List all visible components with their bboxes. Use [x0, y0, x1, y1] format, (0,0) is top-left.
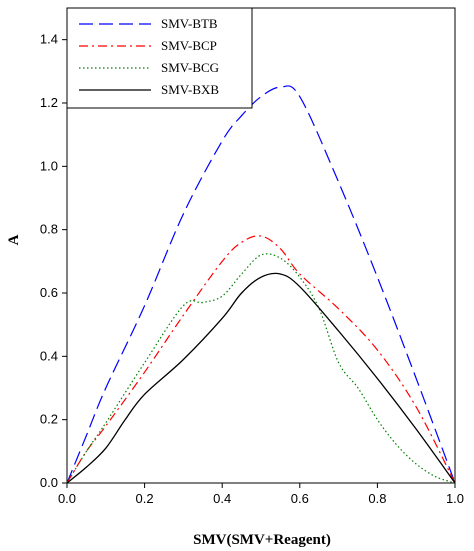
series-line-smv-bcp — [66, 235, 456, 484]
y-tick-label: 0.6 — [40, 285, 58, 300]
plot-area — [66, 7, 456, 484]
legend: SMV-BTB SMV-BCP SMV-BCG SMV-BXB — [66, 7, 253, 109]
y-tick-label: 1.2 — [40, 95, 58, 110]
y-tick-label: 1.4 — [40, 32, 58, 47]
x-tick-label: 1.0 — [446, 491, 464, 506]
series-line-smv-btb — [66, 85, 456, 484]
x-tick-label: 0.4 — [213, 491, 231, 506]
series-layer — [66, 85, 456, 484]
axes: 0.0 0.2 0.4 0.6 0.8 1.0 0.0 0.2 0.4 0.6 0.8 1.0 1.2 1… — [40, 32, 464, 506]
x-tick-label: 0.0 — [58, 491, 76, 506]
x-tick-label: 0.8 — [368, 491, 386, 506]
x-axis-title: SMV(SMV+Reagent) — [193, 532, 331, 548]
series-line-smv-bcg — [66, 253, 456, 484]
x-tick-label: 0.6 — [291, 491, 309, 506]
legend-label: SMV-BCP — [161, 38, 217, 53]
x-tick-label: 0.2 — [136, 491, 154, 506]
plot-frame — [66, 7, 456, 484]
legend-label: SMV-BCG — [161, 60, 219, 75]
y-axis-title: A — [6, 234, 22, 245]
y-tick-label: 0.0 — [40, 475, 58, 490]
legend-label: SMV-BTB — [161, 16, 218, 31]
y-tick-label: 0.2 — [40, 412, 58, 427]
y-tick-label: 1.0 — [40, 158, 58, 173]
y-tick-label: 0.8 — [40, 222, 58, 237]
legend-label: SMV-BXB — [161, 82, 219, 97]
legend-box — [66, 7, 253, 109]
y-tick-label: 0.4 — [40, 348, 58, 363]
series-line-smv-bxb — [66, 272, 456, 484]
